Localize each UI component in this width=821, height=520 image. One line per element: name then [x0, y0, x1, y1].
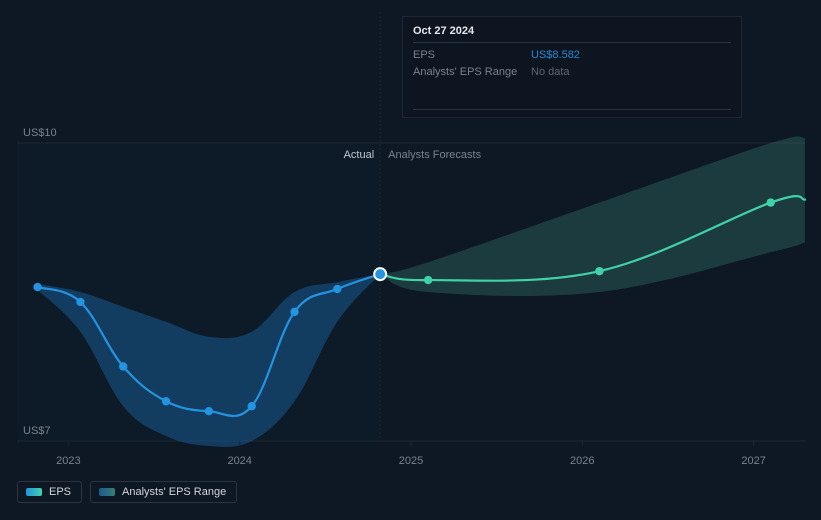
tooltip-row-value: No data — [531, 64, 570, 81]
range-swatch-icon — [99, 488, 115, 496]
tooltip-row: EPSUS$8.582 — [413, 47, 731, 64]
x-tick-label: 2024 — [227, 455, 251, 467]
y-tick-label-bottom: US$7 — [23, 425, 51, 437]
chart-tooltip: Oct 27 2024 EPSUS$8.582Analysts' EPS Ran… — [402, 16, 742, 118]
legend: EPS Analysts' EPS Range — [17, 481, 237, 503]
legend-item-eps[interactable]: EPS — [17, 481, 82, 503]
y-tick-label-top: US$10 — [23, 127, 57, 139]
tooltip-title: Oct 27 2024 — [413, 25, 731, 43]
split-label-actual: Actual — [344, 149, 375, 161]
x-tick-label: 2025 — [399, 455, 423, 467]
tooltip-row-label: Analysts' EPS Range — [413, 64, 531, 81]
legend-item-range[interactable]: Analysts' EPS Range — [90, 481, 237, 503]
tooltip-divider — [413, 109, 731, 110]
x-tick-label: 2023 — [56, 455, 80, 467]
eps-swatch-icon — [26, 488, 42, 496]
eps-forecast-chart: US$10 US$7 2023 2024 2025 2026 2027 Actual A… — [0, 0, 821, 520]
tooltip-row-label: EPS — [413, 47, 531, 64]
split-label-forecast: Analysts Forecasts — [388, 149, 481, 161]
tooltip-row-value: US$8.582 — [531, 47, 580, 64]
tooltip-row: Analysts' EPS RangeNo data — [413, 64, 731, 81]
legend-item-label: EPS — [49, 486, 71, 498]
x-tick-label: 2026 — [570, 455, 594, 467]
x-tick-label: 2027 — [741, 455, 765, 467]
legend-item-label: Analysts' EPS Range — [122, 486, 226, 498]
